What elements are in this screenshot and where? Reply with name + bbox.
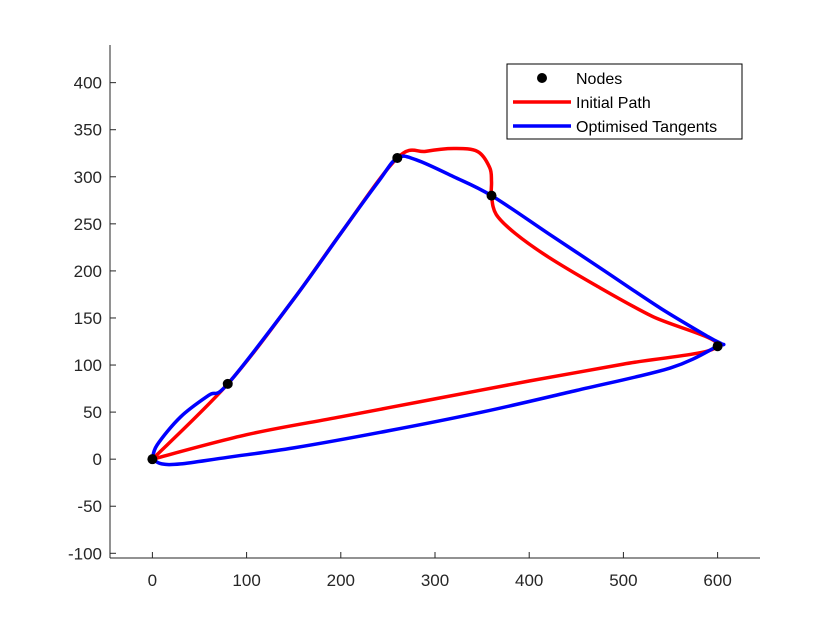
y-tick-label: 300	[74, 168, 102, 187]
x-tick-label: 200	[327, 571, 355, 590]
plot-area	[147, 146, 726, 467]
x-tick-label: 600	[703, 571, 731, 590]
y-tick-label: 150	[74, 309, 102, 328]
x-tick-label: 500	[609, 571, 637, 590]
node-point	[486, 190, 497, 201]
legend-item-initial-path: Initial Path	[513, 95, 651, 112]
series-line-optimised-tangents	[150, 154, 726, 467]
y-tick-label: 0	[93, 450, 102, 469]
y-tick-label: 100	[74, 356, 102, 375]
x-tick-label: 300	[421, 571, 449, 590]
x-tick-label: 400	[515, 571, 543, 590]
legend-label: Initial Path	[576, 95, 651, 112]
y-tick-label: 350	[74, 121, 102, 140]
y-tick-label: 250	[74, 215, 102, 234]
y-tick-label: -50	[77, 497, 102, 516]
legend-item-nodes: Nodes	[537, 71, 622, 88]
y-tick-label: 50	[83, 403, 102, 422]
y-tick-label: 200	[74, 262, 102, 281]
legend: Nodes Initial Path Optimised Tangents	[506, 63, 743, 140]
node-point	[392, 152, 403, 163]
legend-label: Nodes	[576, 71, 622, 88]
series-line-initial-path	[150, 146, 720, 461]
y-tick-label: -100	[68, 544, 102, 563]
x-tick-label: 100	[232, 571, 260, 590]
y-tick-label: 400	[74, 74, 102, 93]
node-point	[712, 341, 723, 352]
node-point	[222, 378, 233, 389]
axes: 0 100 200 300 400 500 600 -100 -50 0 50 100 150 200 25…	[68, 45, 760, 590]
node-point	[147, 454, 158, 465]
legend-item-optimised-tangents: Optimised Tangents	[513, 119, 717, 136]
x-tick-label: 0	[148, 571, 157, 590]
legend-marker-nodes	[537, 73, 547, 83]
legend-label: Optimised Tangents	[576, 119, 717, 136]
